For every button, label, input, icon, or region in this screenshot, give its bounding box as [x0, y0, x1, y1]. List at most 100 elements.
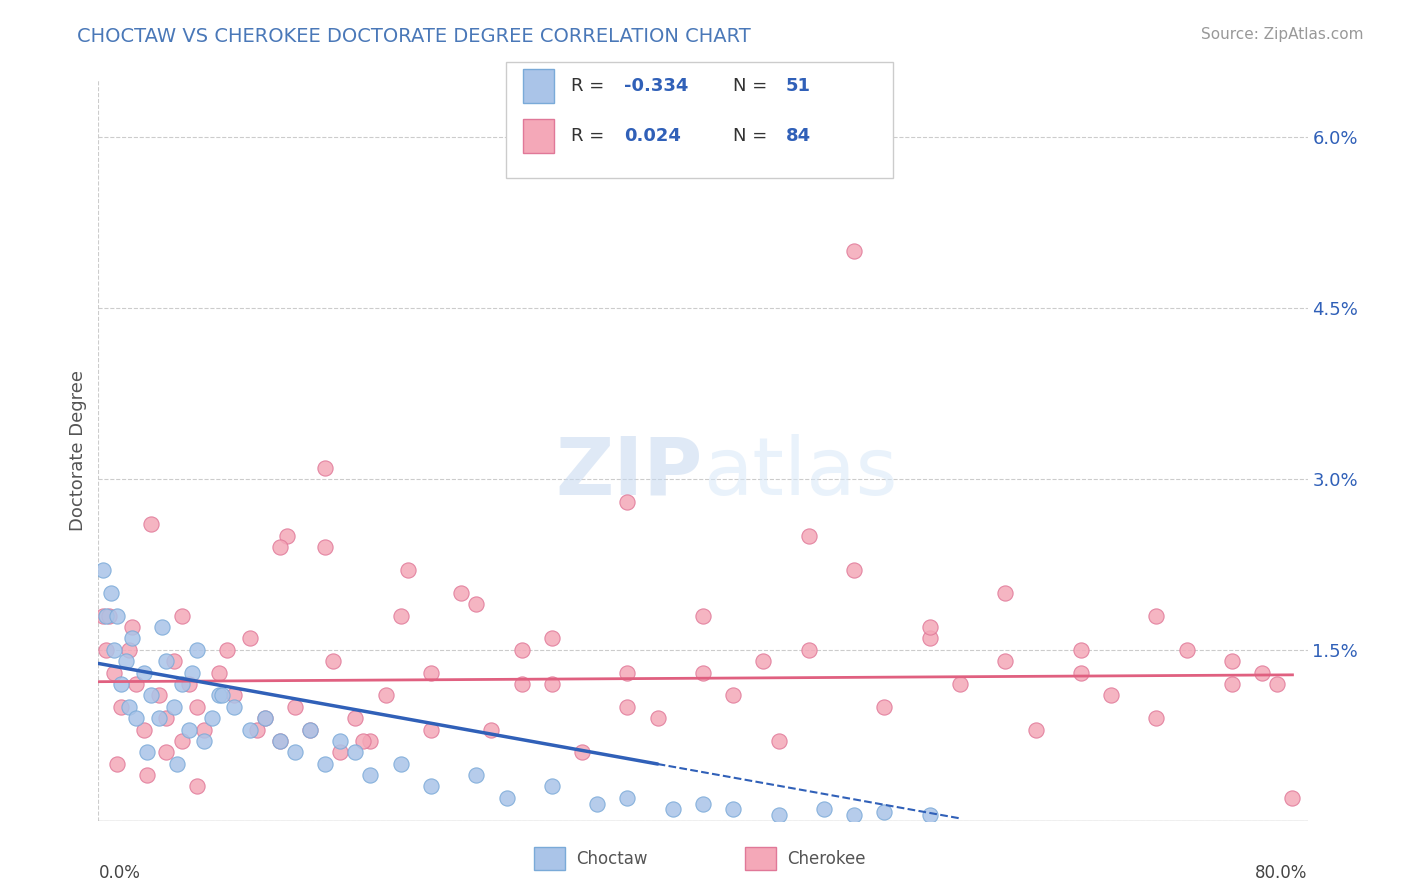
Point	[269, 541, 291, 555]
Point	[224, 689, 246, 703]
Point	[269, 734, 291, 748]
Point	[723, 802, 745, 816]
Point	[166, 756, 188, 771]
Point	[360, 734, 382, 748]
Point	[873, 699, 896, 714]
Point	[253, 711, 276, 725]
Point	[374, 689, 396, 703]
Point	[616, 699, 638, 714]
Point	[125, 677, 148, 691]
Point	[118, 642, 141, 657]
Point	[396, 563, 419, 577]
Point	[389, 756, 412, 771]
Point	[465, 768, 488, 782]
Point	[616, 665, 638, 680]
Point	[344, 711, 367, 725]
Point	[1267, 677, 1289, 691]
Point	[215, 642, 238, 657]
Point	[132, 723, 155, 737]
Point	[135, 745, 157, 759]
Point	[510, 642, 533, 657]
Point	[284, 699, 307, 714]
Point	[813, 802, 835, 816]
Point	[389, 608, 412, 623]
Point	[269, 734, 291, 748]
Point	[1070, 665, 1092, 680]
Point	[224, 699, 246, 714]
Point	[322, 654, 344, 668]
Point	[586, 797, 609, 811]
Text: R =: R =	[571, 127, 610, 145]
Point	[510, 677, 533, 691]
Point	[873, 805, 896, 819]
Text: 0.0%: 0.0%	[98, 864, 141, 882]
Point	[179, 677, 201, 691]
Point	[186, 642, 208, 657]
Point	[1070, 642, 1092, 657]
Text: N =: N =	[733, 127, 772, 145]
Point	[150, 620, 173, 634]
Point	[314, 460, 336, 475]
Point	[420, 780, 443, 794]
Point	[844, 563, 866, 577]
Point	[114, 654, 136, 668]
Point	[420, 723, 443, 737]
Text: Cherokee: Cherokee	[787, 849, 866, 868]
Point	[918, 632, 941, 646]
Point	[103, 642, 125, 657]
Point	[148, 711, 170, 725]
Point	[692, 797, 714, 811]
Point	[647, 711, 669, 725]
Point	[420, 665, 443, 680]
Point	[616, 494, 638, 508]
Point	[91, 608, 114, 623]
Point	[540, 677, 562, 691]
Text: Choctaw: Choctaw	[576, 849, 648, 868]
Point	[844, 808, 866, 822]
Point	[314, 756, 336, 771]
Point	[239, 723, 262, 737]
Point	[170, 734, 193, 748]
Point	[481, 723, 503, 737]
Point	[1146, 608, 1168, 623]
Point	[201, 711, 224, 725]
Point	[616, 790, 638, 805]
Point	[1251, 665, 1274, 680]
Point	[661, 802, 683, 816]
Point	[170, 608, 193, 623]
Point	[797, 529, 820, 543]
Point	[692, 665, 714, 680]
Point	[1024, 723, 1046, 737]
Text: -0.334: -0.334	[624, 77, 689, 95]
Point	[193, 723, 215, 737]
Point	[186, 780, 208, 794]
Point	[91, 563, 114, 577]
Point	[193, 734, 215, 748]
Point	[1146, 711, 1168, 725]
Point	[752, 654, 775, 668]
Point	[844, 244, 866, 259]
Text: 80.0%: 80.0%	[1256, 864, 1308, 882]
Point	[186, 699, 208, 714]
Point	[98, 608, 121, 623]
Text: ZIP: ZIP	[555, 434, 703, 512]
Point	[314, 541, 336, 555]
Point	[110, 699, 132, 714]
Point	[571, 745, 593, 759]
Text: 84: 84	[786, 127, 811, 145]
Point	[1220, 677, 1243, 691]
Point	[329, 745, 352, 759]
Point	[103, 665, 125, 680]
Text: R =: R =	[571, 77, 610, 95]
Point	[692, 608, 714, 623]
Text: N =: N =	[733, 77, 772, 95]
Point	[239, 632, 262, 646]
Point	[170, 677, 193, 691]
Point	[994, 586, 1017, 600]
Point	[797, 642, 820, 657]
Point	[121, 632, 143, 646]
Point	[329, 734, 352, 748]
Point	[132, 665, 155, 680]
Point	[465, 597, 488, 611]
Point	[299, 723, 322, 737]
